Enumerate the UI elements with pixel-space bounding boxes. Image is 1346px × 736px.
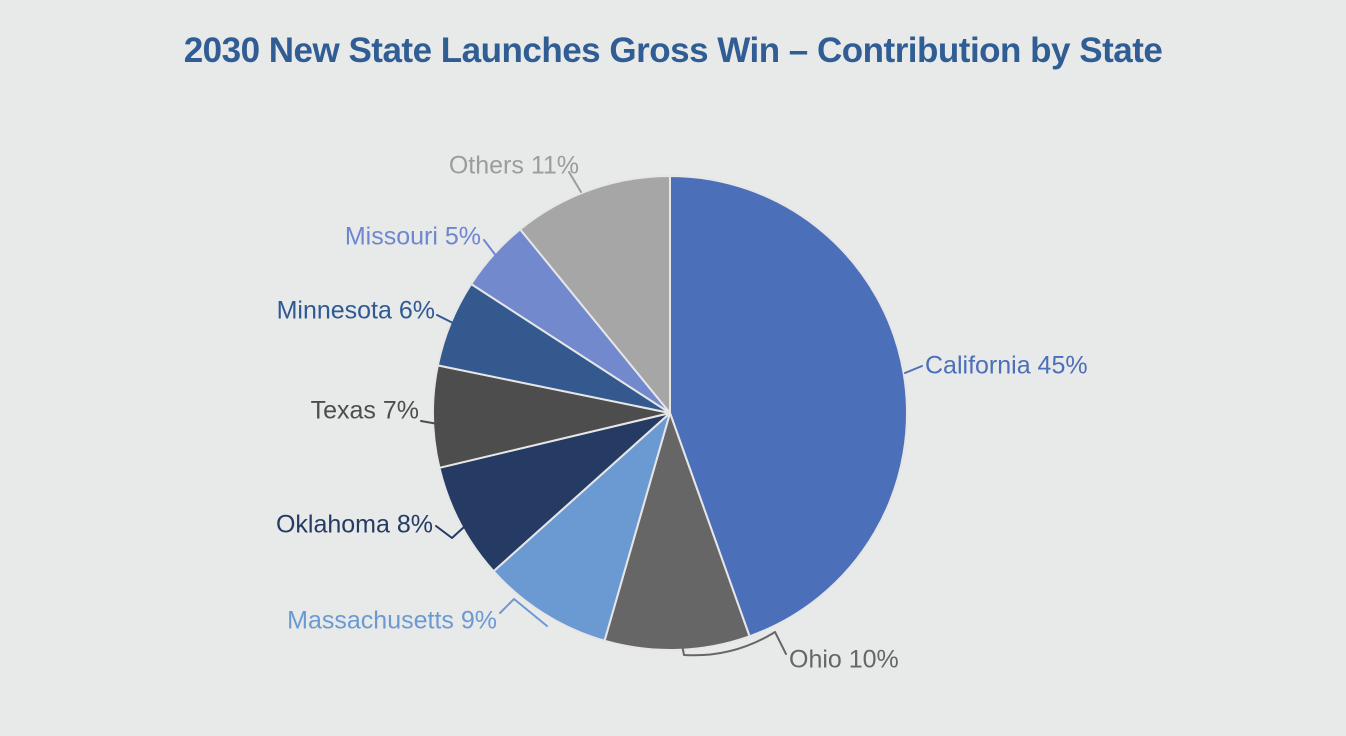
label-minnesota: Minnesota 6% — [276, 296, 435, 325]
label-others: Others 11% — [448, 151, 579, 180]
leader-line-massachusetts — [499, 598, 548, 627]
leader-lines — [420, 171, 923, 657]
pie-slice-ohio — [603, 412, 751, 651]
pie-slice-oklahoma — [438, 412, 671, 573]
leader-line-missouri — [483, 239, 501, 262]
leader-line-ohio — [681, 631, 787, 657]
leader-line-minnesota — [436, 314, 456, 325]
label-missouri: Missouri 5% — [344, 222, 481, 251]
label-texas: Texas 7% — [310, 396, 419, 425]
label-ohio: Ohio 10% — [789, 645, 899, 674]
leader-line-others — [568, 171, 582, 193]
leader-line-oklahoma — [435, 525, 465, 539]
pie-slice-texas — [432, 364, 671, 469]
label-california: California 45% — [925, 351, 1088, 380]
pie-slice-california — [669, 175, 908, 638]
pie-slices — [432, 175, 908, 651]
label-oklahoma: Oklahoma 8% — [275, 510, 433, 539]
chart-title: 2030 New State Launches Gross Win – Cont… — [183, 31, 1163, 70]
leader-line-texas — [420, 420, 439, 425]
pie-slice-massachusetts — [492, 412, 671, 642]
leader-line-california — [904, 365, 923, 374]
pie-slice-others — [519, 175, 671, 414]
label-massachusetts: Massachusetts 9% — [287, 606, 497, 635]
